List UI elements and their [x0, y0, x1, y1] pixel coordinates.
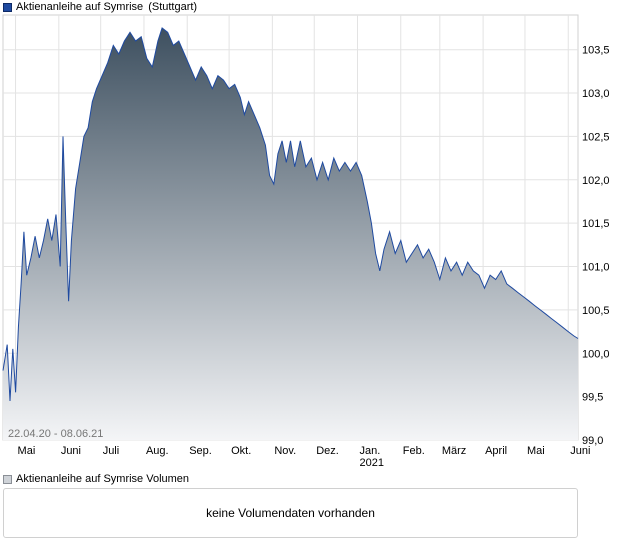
y-tick-label: 103,0 — [582, 88, 610, 100]
x-tick-label: Sep. — [189, 445, 212, 457]
x-axis: Mai Juni Juli Aug. Sep. Okt. Nov. Dez. Jan.2021 F… — [18, 445, 591, 469]
x-tick-label: Dez. — [316, 445, 339, 457]
y-tick-label: 100,5 — [582, 305, 610, 317]
price-legend-label: Aktienanleihe auf Symrise — [16, 1, 144, 13]
x-tick-label: Mai — [527, 445, 545, 457]
price-line — [2, 27, 579, 402]
y-tick-label: 102,5 — [582, 131, 610, 143]
x-tick-label: Juni — [61, 445, 81, 457]
price-chart: 99,0 99,5 100,0 100,5 101,0 101,5 102,0 102,5 10… — [2, 14, 610, 469]
y-tick-label: 100,0 — [582, 348, 610, 360]
volume-empty-message: keine Volumendaten vorhanden — [206, 506, 375, 520]
y-tick-label: 102,0 — [582, 175, 610, 187]
x-tick-label: Nov. — [274, 445, 296, 457]
volume-panel: keine Volumendaten vorhanden — [3, 488, 578, 538]
date-range-label: 22.04.20 - 08.06.21 — [8, 428, 103, 440]
x-tick-label: Okt. — [231, 445, 251, 457]
x-tick-label: Aug. — [146, 445, 169, 457]
x-tick-label: Jan. — [359, 445, 380, 457]
y-tick-label: 101,5 — [582, 218, 610, 230]
x-tick-label: Juli — [103, 445, 120, 457]
y-tick-label: 101,0 — [582, 262, 610, 274]
y-tick-label: 99,5 — [582, 392, 603, 404]
x-tick-label: Juni — [570, 445, 590, 457]
price-legend: Aktienanleihe auf Symrise (Stuttgart) — [3, 0, 197, 14]
x-tick-label: Mai — [18, 445, 36, 457]
x-tick-label: April — [485, 445, 507, 457]
y-tick-label: 99,0 — [582, 435, 603, 447]
volume-legend-swatch — [3, 474, 12, 484]
y-axis: 99,0 99,5 100,0 100,5 101,0 101,5 102,0 102,5 10… — [582, 45, 610, 447]
price-legend-exchange: (Stuttgart) — [148, 1, 198, 13]
x-tick-label: Feb. — [403, 445, 425, 457]
x-tick-year-label: 2021 — [359, 457, 383, 469]
y-tick-label: 103,5 — [582, 45, 610, 57]
volume-legend: Aktienanleihe auf Symrise Volumen — [3, 472, 189, 486]
x-tick-label: März — [442, 445, 466, 457]
volume-legend-label: Aktienanleihe auf Symrise Volumen — [16, 473, 190, 485]
price-legend-swatch — [3, 2, 12, 12]
price-area — [3, 28, 578, 440]
